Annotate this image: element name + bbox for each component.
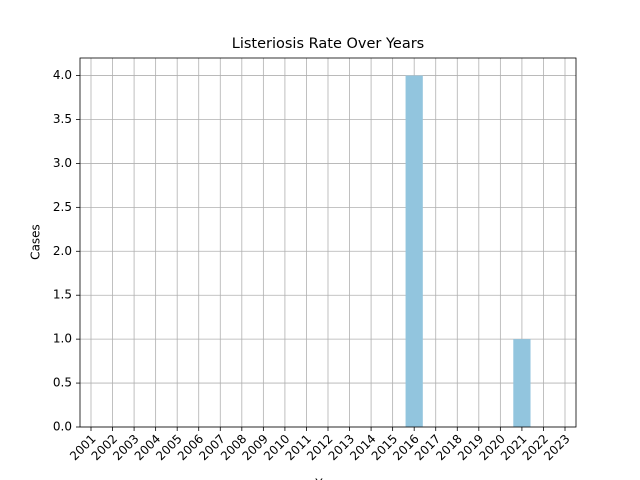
bar: [405, 75, 423, 428]
chart-title: Listeriosis Rate Over Years: [232, 36, 424, 52]
plot-frame: [79, 57, 577, 428]
y-tick-label: 4.0: [53, 68, 72, 82]
y-tick-label: 0.0: [53, 420, 72, 434]
y-tick-label: 1.0: [53, 332, 72, 346]
y-tick-label: 2.0: [53, 244, 72, 258]
y-tick-label: 3.0: [53, 156, 72, 170]
y-tick-label: 2.5: [53, 200, 72, 214]
y-axis-label: Cases: [29, 224, 43, 260]
x-axis-label: Year: [314, 477, 340, 480]
bar: [513, 339, 531, 427]
y-tick-label: 3.5: [53, 112, 72, 126]
y-tick-label: 0.5: [53, 376, 72, 390]
y-tick-label: 1.5: [53, 288, 72, 302]
